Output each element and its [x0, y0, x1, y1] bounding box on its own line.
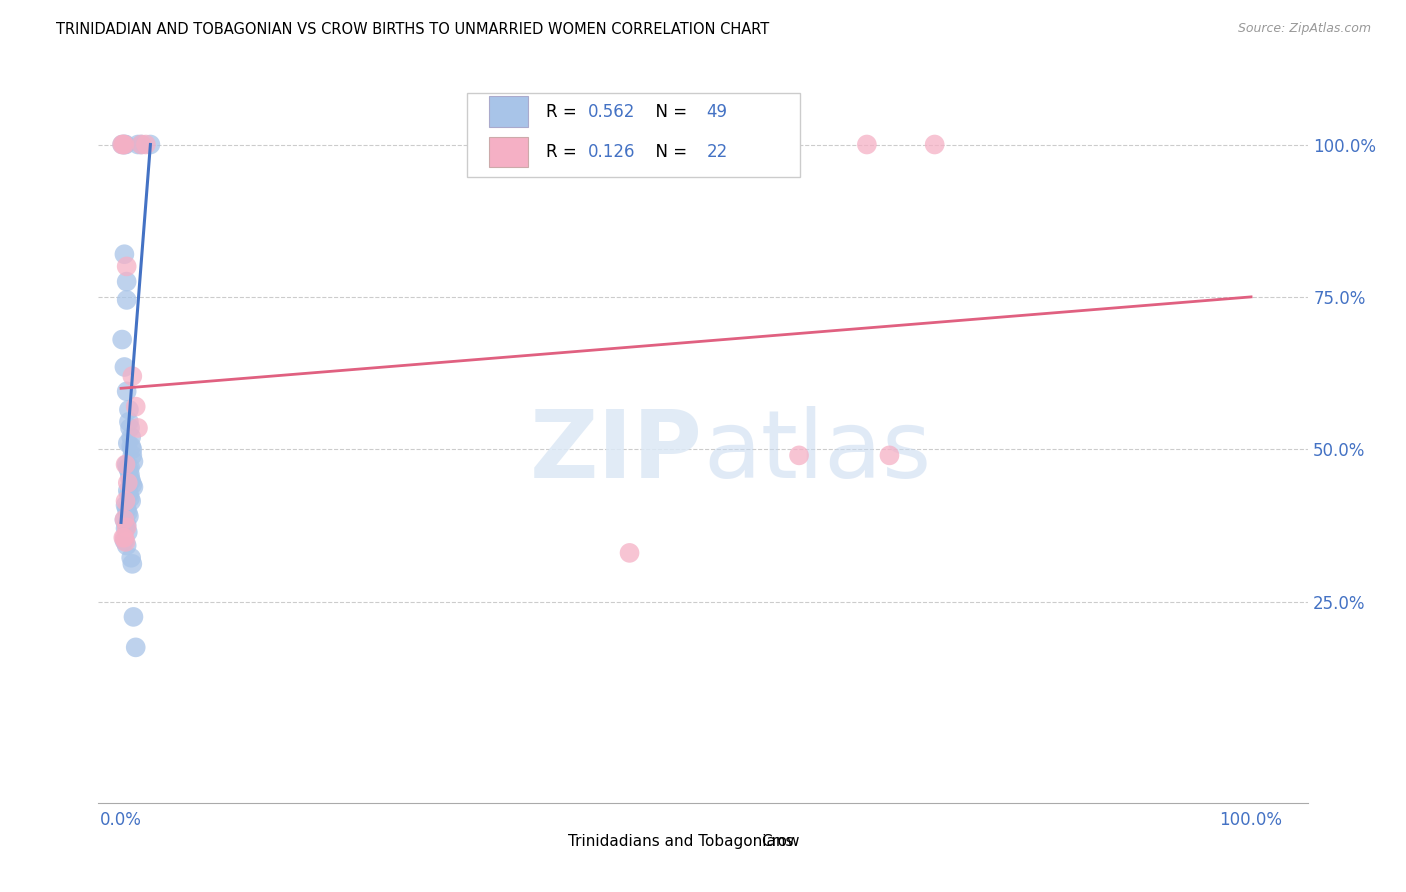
Text: atlas: atlas: [703, 406, 931, 498]
Point: [118, 464, 141, 478]
Point: [112, 359, 135, 374]
Text: Source: ZipAtlas.com: Source: ZipAtlas.com: [1237, 22, 1371, 36]
Point: [120, 430, 142, 444]
Point: [115, 517, 138, 532]
Point: [114, 521, 136, 535]
Point: [117, 475, 139, 490]
Point: [117, 525, 139, 540]
Point: [112, 512, 135, 526]
Point: [117, 460, 139, 475]
Point: [115, 458, 138, 472]
Point: [114, 499, 136, 513]
Point: [112, 137, 135, 152]
Point: [112, 247, 135, 261]
Point: [120, 467, 142, 482]
Point: [121, 442, 143, 457]
Point: [117, 483, 139, 498]
Point: [114, 458, 136, 472]
Point: [127, 137, 149, 152]
Point: [120, 471, 142, 485]
Point: [120, 439, 142, 453]
Point: [127, 421, 149, 435]
Point: [131, 137, 153, 152]
Text: R =: R =: [546, 103, 582, 120]
Point: [115, 260, 138, 274]
Text: TRINIDADIAN AND TOBAGONIAN VS CROW BIRTHS TO UNMARRIED WOMEN CORRELATION CHART: TRINIDADIAN AND TOBAGONIAN VS CROW BIRTH…: [56, 22, 769, 37]
Point: [125, 640, 148, 655]
Text: 0.126: 0.126: [588, 143, 636, 161]
Point: [111, 333, 134, 347]
Text: Trinidadians and Tobagonians: Trinidadians and Tobagonians: [568, 834, 793, 849]
Point: [131, 137, 153, 152]
Point: [787, 448, 810, 462]
Text: ZIP: ZIP: [530, 406, 703, 498]
Point: [115, 275, 138, 289]
Point: [115, 293, 138, 307]
Point: [114, 535, 136, 549]
Point: [121, 448, 143, 462]
Point: [121, 557, 143, 571]
FancyBboxPatch shape: [534, 832, 561, 850]
Point: [111, 137, 134, 152]
Text: Crow: Crow: [761, 834, 800, 849]
Point: [114, 494, 136, 508]
FancyBboxPatch shape: [727, 832, 754, 850]
Point: [112, 533, 135, 548]
Point: [117, 436, 139, 450]
Point: [118, 402, 141, 417]
Text: N =: N =: [645, 103, 692, 120]
FancyBboxPatch shape: [489, 136, 527, 168]
Point: [118, 415, 141, 429]
Text: 22: 22: [707, 143, 728, 161]
Text: 49: 49: [707, 103, 728, 120]
Point: [619, 546, 641, 560]
Point: [120, 421, 142, 435]
Point: [135, 137, 157, 152]
Point: [139, 137, 162, 152]
Point: [924, 137, 946, 152]
Point: [115, 384, 138, 399]
Point: [122, 454, 145, 468]
Point: [115, 539, 138, 553]
Y-axis label: Births to Unmarried Women: Births to Unmarried Women: [0, 330, 7, 544]
Point: [125, 400, 148, 414]
Point: [118, 487, 141, 501]
Point: [856, 137, 879, 152]
Point: [115, 520, 138, 534]
Point: [115, 502, 138, 516]
Point: [118, 509, 141, 524]
Point: [112, 137, 135, 152]
Point: [111, 137, 134, 152]
Text: R =: R =: [546, 143, 582, 161]
Point: [122, 610, 145, 624]
Point: [121, 477, 143, 491]
Point: [112, 513, 135, 527]
Point: [121, 369, 143, 384]
Point: [112, 531, 135, 545]
Text: N =: N =: [645, 143, 692, 161]
Point: [120, 550, 142, 565]
Point: [122, 480, 145, 494]
Point: [114, 137, 136, 152]
Point: [112, 137, 135, 152]
Point: [117, 506, 139, 520]
Point: [120, 474, 142, 488]
Text: 0.562: 0.562: [588, 103, 636, 120]
Point: [120, 491, 142, 505]
Point: [112, 531, 135, 545]
Point: [879, 448, 901, 462]
Point: [120, 460, 142, 475]
FancyBboxPatch shape: [467, 94, 800, 178]
Point: [120, 494, 142, 508]
FancyBboxPatch shape: [489, 96, 527, 127]
